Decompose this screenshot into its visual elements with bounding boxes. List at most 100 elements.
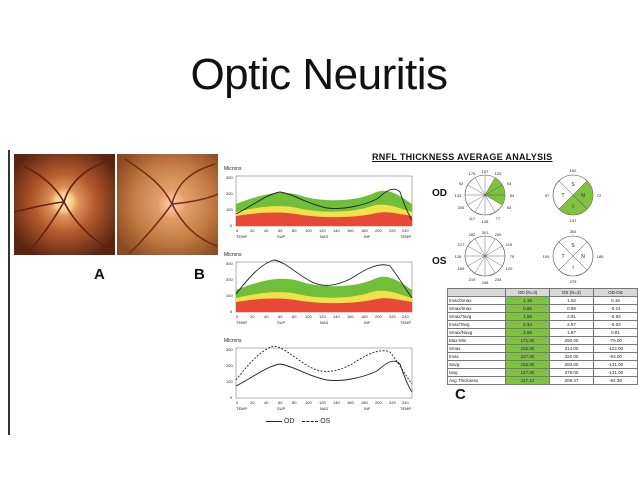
table-header: OD-OS	[592, 288, 638, 297]
os-label: OS	[432, 256, 447, 267]
svg-text:160: 160	[347, 228, 354, 233]
svg-text:160: 160	[347, 400, 354, 405]
table-cell: 1.18	[505, 296, 550, 305]
svg-text:240: 240	[402, 228, 409, 233]
slide-title: Optic Neuritis	[190, 50, 448, 99]
svg-text:N: N	[581, 193, 585, 199]
table-cell: -92.36	[592, 376, 638, 385]
table-cell: 1.02	[548, 296, 594, 305]
table-cell: 147.00	[505, 368, 550, 377]
svg-text:100: 100	[226, 207, 233, 212]
svg-text:175: 175	[469, 171, 476, 176]
svg-text:298: 298	[482, 280, 489, 285]
svg-text:97: 97	[545, 193, 550, 198]
table-cell: 250.00	[548, 336, 594, 345]
svg-text:140: 140	[333, 400, 340, 405]
table-cell: 2.97	[548, 320, 594, 329]
svg-text:200: 200	[375, 228, 382, 233]
svg-text:152: 152	[570, 168, 577, 173]
table-cell: 152.00	[505, 360, 550, 369]
chart-legend: OD OS	[266, 418, 330, 425]
svg-text:300: 300	[226, 175, 233, 180]
table-cell: 0.98	[548, 304, 594, 313]
svg-text:TEMP: TEMP	[400, 320, 411, 325]
svg-text:100: 100	[305, 400, 312, 405]
svg-text:279: 279	[570, 279, 577, 284]
table-cell: Smax/Tavg	[446, 312, 507, 321]
svg-text:80: 80	[292, 400, 297, 405]
svg-text:TEMP: TEMP	[400, 234, 411, 239]
svg-text:120: 120	[319, 228, 326, 233]
panel-label-a: A	[94, 266, 105, 283]
svg-text:200: 200	[375, 400, 382, 405]
svg-text:INF: INF	[364, 406, 371, 411]
svg-text:205: 205	[458, 205, 465, 210]
fundus-photo-a	[14, 154, 115, 255]
table-cell: 192.00	[505, 344, 550, 353]
table-cell: -122.00	[592, 344, 638, 353]
svg-text:109: 109	[543, 254, 550, 259]
svg-text:128: 128	[455, 254, 462, 259]
svg-text:Microns: Microns	[224, 166, 242, 172]
svg-text:0: 0	[236, 228, 239, 233]
os-profile-chart: Microns 300 200 100 0 0 20 40 60 80 100 120 140 1…	[224, 252, 413, 325]
svg-text:N: N	[581, 254, 585, 260]
svg-text:0: 0	[236, 400, 239, 405]
od-os-overlay-chart: Microns 300 200 100 0 0 20 40 60 80 100 120 140 1…	[224, 338, 413, 411]
table-cell: 2.91	[548, 312, 594, 321]
table-cell: Iavg	[446, 368, 507, 377]
svg-text:219: 219	[469, 277, 476, 282]
svg-text:0: 0	[230, 395, 233, 400]
table-cell: Savg	[446, 360, 507, 369]
table-row: Smax 192.00 314.00 -122.00	[446, 344, 638, 353]
table-cell: -0.63	[592, 320, 638, 329]
svg-text:217: 217	[458, 242, 465, 247]
svg-text:20: 20	[250, 314, 255, 319]
svg-text:SUP: SUP	[277, 406, 286, 411]
table-cell: 117.12	[505, 376, 550, 385]
svg-text:Microns: Microns	[224, 252, 242, 258]
svg-text:140: 140	[333, 314, 340, 319]
table-cell: Smax	[446, 344, 507, 353]
os-quadrant-chart: SN I T 263 189 279 109	[543, 229, 604, 284]
rnfl-analysis-title: RNFL THICKNESS AVERAGE ANALYSIS	[372, 152, 553, 162]
svg-text:0: 0	[230, 223, 233, 228]
table-cell: Imax/Tavg	[446, 320, 507, 329]
svg-text:180: 180	[361, 400, 368, 405]
svg-text:T: T	[561, 193, 564, 199]
svg-text:SUP: SUP	[277, 320, 286, 325]
table-cell: -0.14	[592, 304, 638, 313]
svg-text:20: 20	[250, 400, 255, 405]
svg-text:20: 20	[250, 228, 255, 233]
svg-text:200: 200	[226, 363, 233, 368]
od-clock-chart: 157 125 93 54 63 77 128 117 205 133 92 175	[455, 169, 515, 224]
table-cell: 0.16	[592, 296, 638, 305]
table-cell: -131.00	[592, 368, 638, 377]
table-row: Smax/Navg 2.68 1.87 0.81	[446, 328, 638, 337]
svg-text:INF: INF	[364, 234, 371, 239]
svg-text:300: 300	[226, 347, 233, 352]
svg-text:SUP: SUP	[277, 234, 286, 239]
svg-text:157: 157	[482, 169, 489, 174]
os-clock-chart: 301 209 119 79 120 234 298 219 169 128 217 282	[455, 230, 515, 285]
table-cell: 314.00	[548, 344, 594, 353]
svg-text:220: 220	[389, 314, 396, 319]
svg-text:79: 79	[510, 254, 515, 259]
table-cell: 320.00	[548, 352, 594, 361]
table-cell: -93.00	[592, 352, 638, 361]
svg-text:63: 63	[507, 205, 512, 210]
svg-text:133: 133	[455, 193, 462, 198]
svg-text:S: S	[571, 182, 575, 188]
svg-text:S: S	[571, 243, 575, 249]
svg-text:72: 72	[597, 193, 602, 198]
svg-text:120: 120	[319, 400, 326, 405]
table-row: Imax/Tavg 2.34 2.97 -0.63	[446, 320, 638, 329]
table-row: Imax 227.00 320.00 -93.00	[446, 352, 638, 361]
legend-od: OD	[283, 418, 295, 425]
table-cell: 0.81	[592, 328, 638, 337]
left-divider	[8, 150, 10, 435]
svg-text:180: 180	[361, 314, 368, 319]
svg-text:220: 220	[389, 228, 396, 233]
svg-text:200: 200	[375, 314, 382, 319]
